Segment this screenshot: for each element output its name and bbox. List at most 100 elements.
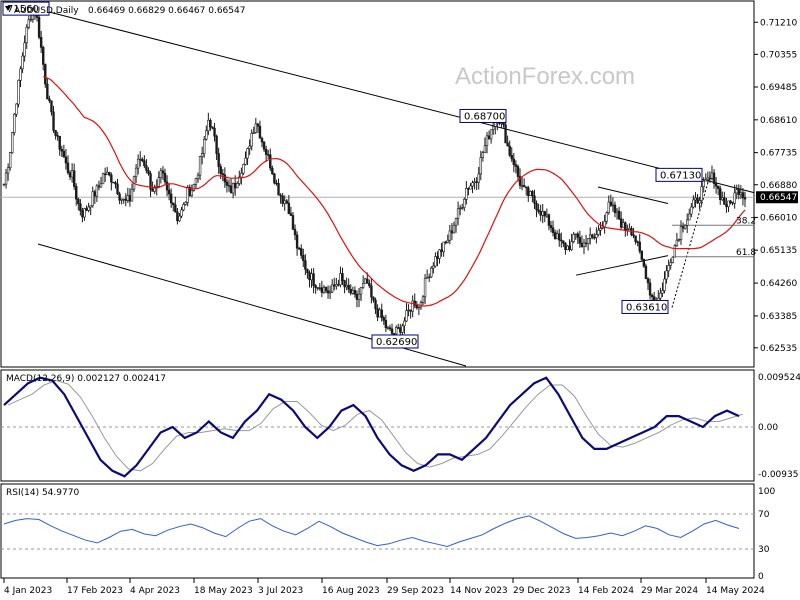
price-bar	[79, 199, 82, 216]
price-bar	[99, 176, 103, 188]
price-bar	[95, 183, 99, 203]
price-bar	[44, 63, 47, 88]
price-bar	[314, 284, 317, 294]
price-bar	[341, 267, 344, 286]
last-price-value: 0.66547	[760, 193, 797, 203]
price-label-box: 0.63610	[621, 299, 669, 314]
price-bar	[149, 171, 152, 197]
price-bar	[525, 186, 528, 196]
price-bar	[644, 263, 648, 280]
macd-signal-line	[7, 379, 744, 472]
date-tick-label: 18 May 2023	[194, 586, 253, 596]
price-tick-label: 0.62535	[760, 344, 797, 354]
price-tick-label: 0.66010	[760, 213, 797, 223]
price-bar	[405, 303, 408, 322]
price-bar	[508, 140, 511, 157]
price-bar	[560, 232, 563, 248]
price-bar	[118, 191, 121, 205]
price-bar	[285, 199, 288, 205]
macd-panel: MACD(12,26,9) 0.002127 0.002417 0.009524…	[0, 369, 800, 482]
price-bar	[182, 202, 185, 212]
price-bar	[174, 196, 177, 213]
price-bar	[50, 100, 53, 116]
price-bar	[262, 141, 266, 152]
price-bar	[254, 117, 258, 134]
price-bar	[599, 221, 602, 236]
date-tick-label: 14 Feb 2024	[578, 586, 634, 596]
price-bar	[570, 233, 573, 251]
price-bar	[609, 194, 613, 208]
price-bar	[529, 190, 532, 196]
price-bar	[683, 224, 687, 230]
date-tick-label: 29 Dec 2023	[513, 586, 571, 596]
price-bar	[427, 273, 431, 282]
price-bar	[421, 295, 425, 306]
price-bar	[141, 157, 144, 163]
price-bar	[60, 145, 63, 157]
price-bar	[704, 173, 707, 182]
price-bar	[537, 203, 540, 214]
price-bar	[595, 227, 598, 244]
price-bar	[613, 201, 617, 218]
price-bar	[669, 258, 672, 270]
symbol-label: AUDUSD,Daily	[14, 6, 79, 16]
price-label-box: 0.62690	[371, 334, 419, 349]
price-bar	[304, 254, 307, 275]
price-bar	[679, 220, 683, 245]
price-bar	[432, 262, 435, 274]
price-bar	[692, 195, 695, 209]
price-bar	[640, 250, 643, 261]
date-tick-label: 4 Apr 2023	[130, 586, 180, 596]
price-bar	[465, 181, 468, 205]
price-label-box: 71560	[2, 1, 50, 16]
price-bar	[716, 185, 720, 196]
price-bar	[512, 152, 516, 173]
price-bar	[136, 154, 140, 175]
price-bar	[56, 131, 59, 141]
price-bar	[83, 207, 86, 221]
price-bar	[504, 119, 507, 144]
price-bar	[461, 203, 464, 210]
price-bar	[741, 188, 745, 206]
price-bar	[648, 278, 652, 300]
price-tick-label: 0.68610	[760, 116, 797, 126]
macd-tick-top: 0.009524	[758, 373, 800, 383]
price-bar	[597, 225, 600, 237]
price-bar	[533, 189, 536, 210]
price-bar	[737, 184, 741, 200]
svg-text:0.63610: 0.63610	[626, 302, 667, 313]
price-bar	[273, 172, 276, 185]
price-bar	[200, 146, 204, 165]
price-bar	[6, 163, 10, 181]
price-bar	[250, 129, 253, 151]
price-bar	[372, 296, 375, 303]
price-tick-label: 0.67735	[760, 149, 797, 159]
price-bar	[665, 265, 668, 284]
price-bar	[114, 180, 117, 189]
price-bar	[264, 145, 268, 162]
date-tick-label: 16 Aug 2023	[322, 586, 380, 596]
price-bar	[566, 245, 569, 251]
price-bar	[213, 122, 216, 142]
macd-line	[3, 376, 740, 478]
price-bar	[677, 238, 681, 242]
price-bar	[382, 315, 385, 325]
rsi-panel-frame	[0, 483, 755, 579]
price-bar	[91, 186, 94, 208]
price-bar	[572, 231, 575, 244]
price-bar	[295, 231, 299, 256]
price-bar	[211, 126, 214, 130]
price-bar	[702, 177, 705, 193]
price-bar	[417, 306, 421, 316]
last-price-tag: 0.66547	[756, 191, 798, 204]
price-bar	[116, 178, 119, 195]
price-bar	[442, 241, 445, 257]
price-bar	[8, 151, 12, 171]
price-bar	[260, 136, 264, 148]
rsi-tick-30: 30	[758, 545, 770, 555]
price-bar	[551, 220, 555, 237]
price-bar	[642, 258, 646, 268]
fib-level-label: 61.8	[736, 248, 756, 258]
price-bar	[196, 172, 200, 183]
